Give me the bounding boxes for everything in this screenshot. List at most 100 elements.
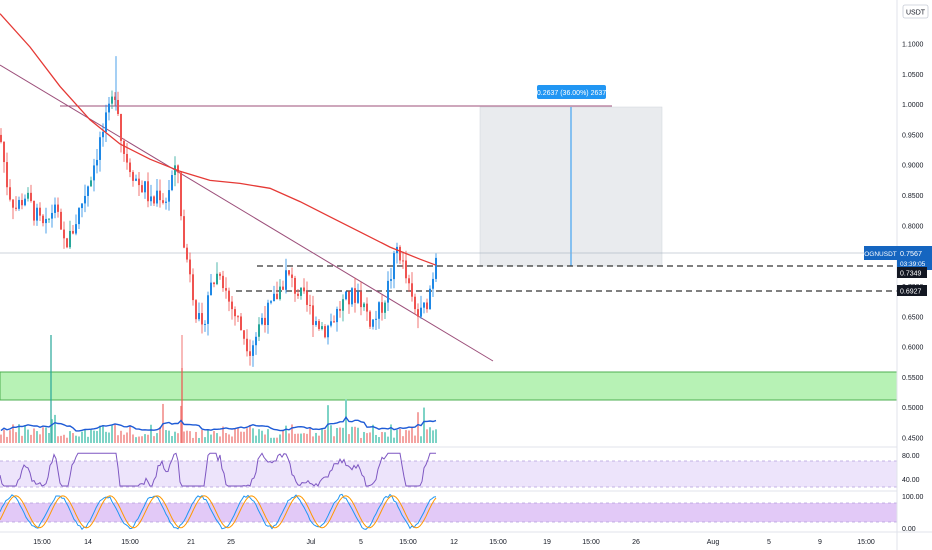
- stoch-k-line: [0, 493, 437, 531]
- volume-bar: [15, 432, 17, 443]
- candle-body: [174, 165, 176, 176]
- rsi-axis-80: 80.00: [902, 453, 920, 460]
- svg-text:OGNUSDT: OGNUSDT: [864, 251, 897, 258]
- volume-bar: [159, 426, 161, 443]
- candle-body: [123, 140, 125, 154]
- volume-bar: [114, 424, 116, 443]
- volume-bar: [138, 436, 140, 443]
- support-zone[interactable]: [0, 371, 898, 401]
- candle-body: [351, 288, 353, 305]
- candle-body: [417, 309, 419, 317]
- volume-bar: [384, 432, 386, 443]
- volume-bar: [111, 425, 113, 443]
- candle-body: [231, 301, 233, 310]
- candle-body: [393, 253, 395, 280]
- price-tick: 0.5000: [902, 405, 924, 412]
- volume-bar: [228, 434, 230, 443]
- volume-bar: [312, 436, 314, 443]
- volume-bar: [264, 434, 266, 443]
- candle-body: [360, 291, 362, 308]
- volume-bar: [141, 436, 143, 443]
- volume-bar: [96, 431, 98, 443]
- volume-bar: [30, 434, 32, 443]
- volume-bar: [198, 437, 200, 443]
- candle-body: [291, 274, 293, 278]
- volume-bar: [168, 430, 170, 443]
- volume-bar: [300, 433, 302, 443]
- volume-bars: [0, 334, 437, 443]
- time-tick: 26: [632, 539, 640, 546]
- volume-bar: [255, 435, 257, 443]
- volume-bar: [285, 425, 287, 443]
- candle-body: [135, 178, 137, 181]
- candle-body: [255, 336, 257, 346]
- price-axis[interactable]: 1.1000 1.0500 1.0000 0.9500 0.9000 0.8500 0.80…: [902, 42, 924, 443]
- volume-bar: [291, 424, 293, 443]
- volume-bar: [66, 437, 68, 443]
- volume-bar: [321, 428, 323, 443]
- volume-bar: [423, 407, 425, 443]
- volume-bar: [393, 437, 395, 443]
- volume-bar: [210, 434, 212, 443]
- candle-body: [105, 112, 107, 132]
- candle-body: [336, 308, 338, 323]
- price-tick: 0.9000: [902, 163, 924, 170]
- candle-body: [423, 302, 425, 308]
- candle-body: [228, 290, 230, 302]
- volume-bar: [135, 437, 137, 443]
- volume-bar: [171, 436, 173, 443]
- volume-bar: [360, 437, 362, 443]
- candle-body: [18, 199, 20, 209]
- volume-bar: [48, 432, 50, 443]
- candle-body: [354, 288, 356, 303]
- currency-label[interactable]: USDT: [902, 4, 929, 19]
- price-pane[interactable]: [0, 0, 897, 445]
- stoch-d-line: [0, 495, 437, 529]
- time-tick: 5: [767, 539, 771, 546]
- candle-body: [6, 162, 8, 188]
- volume-bar: [405, 430, 407, 443]
- volume-bar: [306, 433, 308, 443]
- volume-bar: [195, 431, 197, 443]
- volume-bar: [426, 429, 428, 443]
- volume-bar: [318, 435, 320, 443]
- candle-body: [198, 313, 200, 320]
- candle-body: [48, 218, 50, 220]
- candle-body: [222, 275, 224, 289]
- time-tick: 15:00: [857, 539, 875, 546]
- volume-bar: [222, 426, 224, 443]
- volume-bar: [93, 430, 95, 443]
- volume-bar: [369, 432, 371, 443]
- volume-bar: [402, 436, 404, 443]
- candle-body: [333, 321, 335, 323]
- candle-body: [276, 293, 278, 300]
- volume-bar: [279, 434, 281, 443]
- volume-bar: [21, 435, 23, 443]
- volume-bar: [153, 436, 155, 443]
- volume-bar: [144, 434, 146, 443]
- volume-bar: [231, 436, 233, 443]
- price-tick: 0.8500: [902, 193, 924, 200]
- volume-bar: [201, 430, 203, 443]
- candle-body: [345, 291, 347, 300]
- candle-body: [165, 201, 167, 203]
- candle-body: [183, 216, 185, 248]
- descending-trendline[interactable]: [0, 64, 494, 362]
- volume-bar: [18, 424, 20, 443]
- candle-body: [162, 200, 164, 203]
- time-axis[interactable]: 15:00 14 15:00 21 25 Jul 5 15:00 12 15:00 19 15:00 2…: [33, 539, 875, 546]
- candle-body: [186, 247, 188, 260]
- volume-bar: [174, 431, 176, 443]
- volume-bar: [315, 432, 317, 443]
- candle-body: [21, 199, 23, 206]
- volume-bar: [99, 425, 101, 443]
- candlesticks: [0, 56, 437, 367]
- volume-bar: [261, 430, 263, 443]
- volume-bar: [417, 412, 419, 443]
- candle-body: [357, 291, 359, 303]
- candle-body: [114, 96, 116, 100]
- volume-bar: [189, 431, 191, 443]
- price-tick: 0.4500: [902, 436, 924, 443]
- volume-bar: [87, 436, 89, 443]
